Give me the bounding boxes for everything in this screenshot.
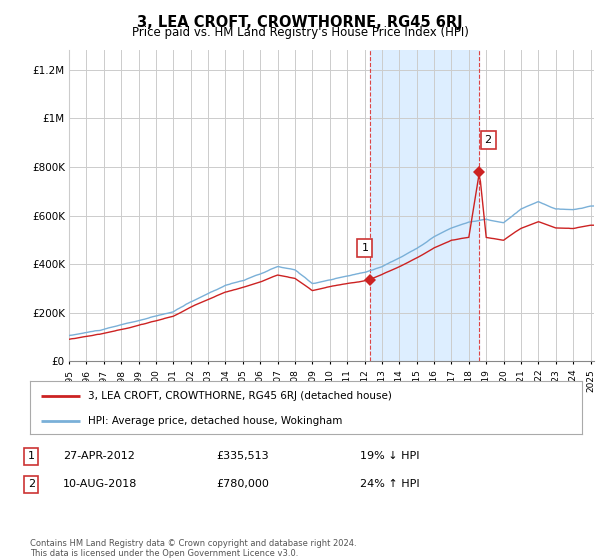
- Text: Price paid vs. HM Land Registry's House Price Index (HPI): Price paid vs. HM Land Registry's House …: [131, 26, 469, 39]
- Text: 2: 2: [28, 479, 35, 489]
- Text: 2: 2: [485, 136, 491, 145]
- Text: 1: 1: [28, 451, 35, 461]
- Text: 3, LEA CROFT, CROWTHORNE, RG45 6RJ: 3, LEA CROFT, CROWTHORNE, RG45 6RJ: [137, 15, 463, 30]
- Text: HPI: Average price, detached house, Wokingham: HPI: Average price, detached house, Woki…: [88, 416, 343, 426]
- Text: Contains HM Land Registry data © Crown copyright and database right 2024.
This d: Contains HM Land Registry data © Crown c…: [30, 539, 356, 558]
- Text: 3, LEA CROFT, CROWTHORNE, RG45 6RJ (detached house): 3, LEA CROFT, CROWTHORNE, RG45 6RJ (deta…: [88, 391, 392, 401]
- Text: 27-APR-2012: 27-APR-2012: [63, 451, 135, 461]
- Text: 1: 1: [361, 243, 368, 253]
- Text: 19% ↓ HPI: 19% ↓ HPI: [360, 451, 419, 461]
- Text: £335,513: £335,513: [216, 451, 269, 461]
- Bar: [370, 50, 479, 361]
- Text: 10-AUG-2018: 10-AUG-2018: [63, 479, 137, 489]
- Text: 24% ↑ HPI: 24% ↑ HPI: [360, 479, 419, 489]
- Text: £780,000: £780,000: [216, 479, 269, 489]
